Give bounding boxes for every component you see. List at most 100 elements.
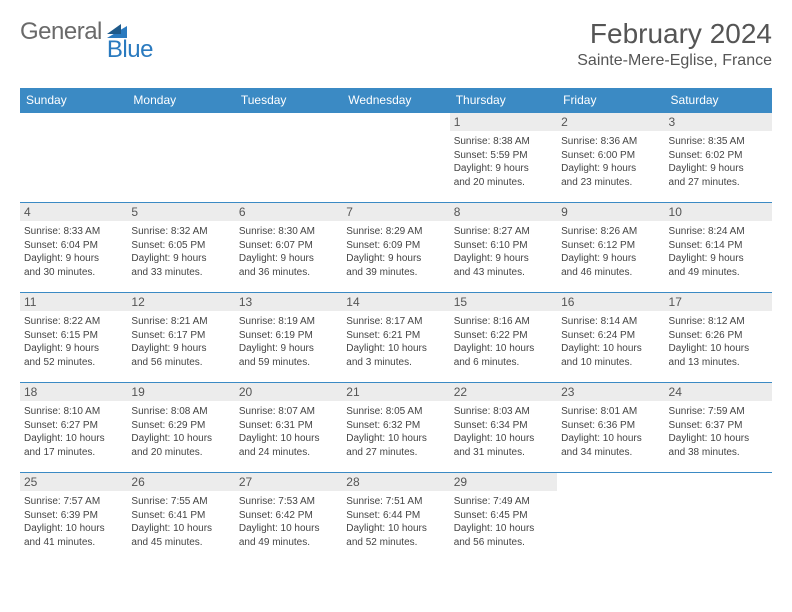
cell-line: Daylight: 9 hours xyxy=(454,162,553,176)
cell-line: Sunset: 6:21 PM xyxy=(346,329,445,343)
cell-line: and 39 minutes. xyxy=(346,266,445,280)
cell-line: Sunrise: 8:26 AM xyxy=(561,225,660,239)
day-number: 11 xyxy=(20,293,127,311)
cell-line: Daylight: 9 hours xyxy=(131,342,230,356)
calendar-cell: 12Sunrise: 8:21 AMSunset: 6:17 PMDayligh… xyxy=(127,293,234,383)
cell-line: Sunset: 6:26 PM xyxy=(669,329,768,343)
cell-line: Sunrise: 8:08 AM xyxy=(131,405,230,419)
day-number: 9 xyxy=(557,203,664,221)
cell-line: Daylight: 10 hours xyxy=(454,342,553,356)
cell-line: Daylight: 10 hours xyxy=(131,522,230,536)
calendar-cell: 3Sunrise: 8:35 AMSunset: 6:02 PMDaylight… xyxy=(665,113,772,203)
cell-line: Sunset: 6:42 PM xyxy=(239,509,338,523)
cell-line: Sunset: 6:41 PM xyxy=(131,509,230,523)
cell-line: and 3 minutes. xyxy=(346,356,445,370)
calendar-cell xyxy=(665,473,772,563)
cell-line: and 59 minutes. xyxy=(239,356,338,370)
cell-line: and 45 minutes. xyxy=(131,536,230,550)
cell-line: Sunset: 6:24 PM xyxy=(561,329,660,343)
cell-line: Daylight: 9 hours xyxy=(454,252,553,266)
cell-line: Sunrise: 8:22 AM xyxy=(24,315,123,329)
cell-line: Sunset: 6:05 PM xyxy=(131,239,230,253)
calendar-cell xyxy=(342,113,449,203)
day-number: 15 xyxy=(450,293,557,311)
calendar-cell xyxy=(235,113,342,203)
weekday-header: Thursday xyxy=(450,88,557,113)
calendar-cell: 10Sunrise: 8:24 AMSunset: 6:14 PMDayligh… xyxy=(665,203,772,293)
cell-line: Sunset: 6:02 PM xyxy=(669,149,768,163)
brand-name-1: General xyxy=(20,18,102,46)
calendar-cell: 5Sunrise: 8:32 AMSunset: 6:05 PMDaylight… xyxy=(127,203,234,293)
cell-line: and 36 minutes. xyxy=(239,266,338,280)
calendar-cell: 19Sunrise: 8:08 AMSunset: 6:29 PMDayligh… xyxy=(127,383,234,473)
calendar-cell: 26Sunrise: 7:55 AMSunset: 6:41 PMDayligh… xyxy=(127,473,234,563)
calendar-cell xyxy=(557,473,664,563)
calendar-cell: 2Sunrise: 8:36 AMSunset: 6:00 PMDaylight… xyxy=(557,113,664,203)
day-number: 23 xyxy=(557,383,664,401)
cell-line: and 13 minutes. xyxy=(669,356,768,370)
cell-line: Daylight: 10 hours xyxy=(346,342,445,356)
day-number: 17 xyxy=(665,293,772,311)
day-number: 29 xyxy=(450,473,557,491)
weekday-header: Sunday xyxy=(20,88,127,113)
cell-line: Daylight: 9 hours xyxy=(561,162,660,176)
cell-line: Sunset: 6:37 PM xyxy=(669,419,768,433)
cell-line: Sunrise: 8:36 AM xyxy=(561,135,660,149)
calendar-week: 18Sunrise: 8:10 AMSunset: 6:27 PMDayligh… xyxy=(20,383,772,473)
calendar-cell: 18Sunrise: 8:10 AMSunset: 6:27 PMDayligh… xyxy=(20,383,127,473)
day-number: 26 xyxy=(127,473,234,491)
calendar-cell: 15Sunrise: 8:16 AMSunset: 6:22 PMDayligh… xyxy=(450,293,557,383)
calendar-cell: 4Sunrise: 8:33 AMSunset: 6:04 PMDaylight… xyxy=(20,203,127,293)
cell-line: and 52 minutes. xyxy=(24,356,123,370)
cell-line: Sunset: 6:32 PM xyxy=(346,419,445,433)
location: Sainte-Mere-Eglise, France xyxy=(577,52,772,70)
cell-line: Sunrise: 8:27 AM xyxy=(454,225,553,239)
cell-line: and 49 minutes. xyxy=(669,266,768,280)
cell-line: Sunrise: 7:49 AM xyxy=(454,495,553,509)
cell-line: Sunset: 6:09 PM xyxy=(346,239,445,253)
cell-line: Sunset: 6:29 PM xyxy=(131,419,230,433)
calendar-cell: 27Sunrise: 7:53 AMSunset: 6:42 PMDayligh… xyxy=(235,473,342,563)
calendar-cell: 16Sunrise: 8:14 AMSunset: 6:24 PMDayligh… xyxy=(557,293,664,383)
cell-line: and 24 minutes. xyxy=(239,446,338,460)
cell-line: Sunrise: 8:01 AM xyxy=(561,405,660,419)
cell-line: and 56 minutes. xyxy=(454,536,553,550)
calendar-cell: 20Sunrise: 8:07 AMSunset: 6:31 PMDayligh… xyxy=(235,383,342,473)
cell-line: and 10 minutes. xyxy=(561,356,660,370)
cell-line: Sunset: 6:15 PM xyxy=(24,329,123,343)
cell-line: Sunrise: 8:10 AM xyxy=(24,405,123,419)
cell-line: Sunrise: 7:51 AM xyxy=(346,495,445,509)
cell-line: Sunset: 6:45 PM xyxy=(454,509,553,523)
cell-line: Daylight: 9 hours xyxy=(24,342,123,356)
calendar-cell: 23Sunrise: 8:01 AMSunset: 6:36 PMDayligh… xyxy=(557,383,664,473)
cell-line: Sunset: 6:10 PM xyxy=(454,239,553,253)
cell-line: Sunrise: 8:05 AM xyxy=(346,405,445,419)
cell-line: and 43 minutes. xyxy=(454,266,553,280)
calendar-cell xyxy=(127,113,234,203)
page-header: General Blue February 2024 Sainte-Mere-E… xyxy=(20,18,772,70)
day-number: 14 xyxy=(342,293,449,311)
weekday-header: Wednesday xyxy=(342,88,449,113)
cell-line: Daylight: 10 hours xyxy=(669,432,768,446)
cell-line: and 33 minutes. xyxy=(131,266,230,280)
brand-logo: General Blue xyxy=(20,18,153,64)
cell-line: Sunset: 6:07 PM xyxy=(239,239,338,253)
calendar-head: SundayMondayTuesdayWednesdayThursdayFrid… xyxy=(20,88,772,113)
cell-line: Daylight: 10 hours xyxy=(561,342,660,356)
cell-line: and 49 minutes. xyxy=(239,536,338,550)
cell-line: and 17 minutes. xyxy=(24,446,123,460)
brand-name-2: Blue xyxy=(107,36,153,64)
weekday-header: Saturday xyxy=(665,88,772,113)
cell-line: Daylight: 10 hours xyxy=(24,432,123,446)
cell-line: Daylight: 9 hours xyxy=(669,162,768,176)
cell-line: and 23 minutes. xyxy=(561,176,660,190)
cell-line: Sunrise: 8:03 AM xyxy=(454,405,553,419)
cell-line: Sunset: 5:59 PM xyxy=(454,149,553,163)
calendar-cell: 6Sunrise: 8:30 AMSunset: 6:07 PMDaylight… xyxy=(235,203,342,293)
cell-line: Daylight: 9 hours xyxy=(239,342,338,356)
calendar-cell: 8Sunrise: 8:27 AMSunset: 6:10 PMDaylight… xyxy=(450,203,557,293)
cell-line: Daylight: 10 hours xyxy=(669,342,768,356)
cell-line: Daylight: 9 hours xyxy=(561,252,660,266)
cell-line: Daylight: 9 hours xyxy=(239,252,338,266)
calendar-week: 4Sunrise: 8:33 AMSunset: 6:04 PMDaylight… xyxy=(20,203,772,293)
